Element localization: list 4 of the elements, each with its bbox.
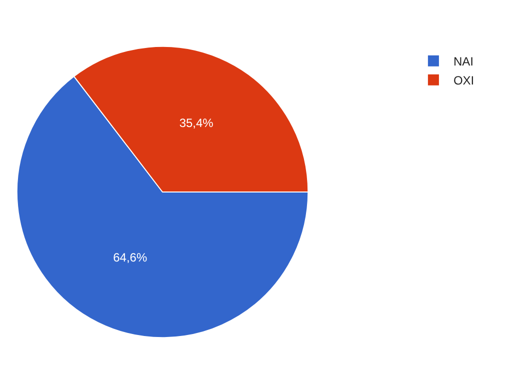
data-label: 35,4% bbox=[179, 116, 214, 130]
legend-label: ΝΑΙ bbox=[453, 54, 474, 69]
data-label: 64,6% bbox=[113, 250, 148, 264]
legend-label: ΟΧΙ bbox=[453, 74, 474, 88]
